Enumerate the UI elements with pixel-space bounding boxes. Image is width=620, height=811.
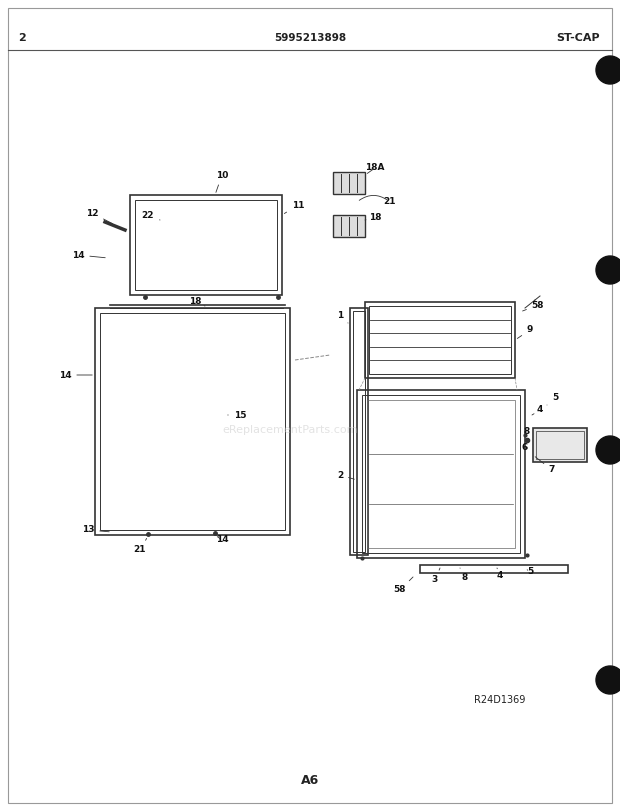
Text: 58: 58: [523, 301, 544, 311]
Text: A6: A6: [301, 774, 319, 787]
Bar: [533, 428, 587, 462]
Text: 2: 2: [18, 33, 26, 43]
Bar: [362, 395, 520, 553]
Text: eReplacementParts.com: eReplacementParts.com: [222, 425, 358, 435]
Text: 4: 4: [532, 406, 543, 415]
Bar: [100, 313, 285, 530]
Circle shape: [596, 666, 620, 694]
Bar: [369, 306, 511, 374]
Text: 5995213898: 5995213898: [274, 33, 346, 43]
Text: 14: 14: [59, 371, 92, 380]
Bar: [357, 390, 525, 558]
Bar: [353, 311, 365, 552]
Text: 5: 5: [527, 568, 533, 577]
Bar: [365, 302, 515, 378]
Text: 14: 14: [216, 535, 228, 544]
Text: 21: 21: [134, 539, 146, 555]
Text: 10: 10: [216, 170, 228, 192]
Bar: [536, 431, 584, 459]
Text: 13: 13: [82, 526, 109, 534]
Circle shape: [596, 56, 620, 84]
Text: 3: 3: [432, 568, 440, 585]
Text: 8: 8: [524, 427, 530, 436]
Text: 15: 15: [228, 410, 246, 419]
Text: 1: 1: [337, 311, 348, 323]
Text: ST-CAP: ST-CAP: [556, 33, 600, 43]
Circle shape: [596, 436, 620, 464]
Text: 22: 22: [142, 211, 160, 220]
Bar: [350, 308, 368, 555]
Text: 8: 8: [460, 568, 468, 582]
Text: 14: 14: [72, 251, 105, 260]
Bar: [420, 565, 568, 573]
Text: R24D1369: R24D1369: [474, 695, 526, 705]
Text: 7: 7: [535, 457, 555, 474]
Text: 11: 11: [285, 200, 304, 213]
Bar: [135, 200, 277, 290]
Text: 4: 4: [497, 568, 503, 581]
Text: 6: 6: [522, 444, 528, 453]
Bar: [367, 400, 515, 548]
Bar: [333, 215, 365, 237]
Text: 2: 2: [337, 470, 355, 479]
Bar: [95, 308, 290, 535]
Bar: [130, 195, 282, 295]
Bar: [333, 172, 365, 194]
Circle shape: [596, 256, 620, 284]
Text: 18: 18: [188, 298, 205, 307]
Text: 58: 58: [394, 577, 413, 594]
Text: 18: 18: [365, 213, 381, 222]
Text: 18A: 18A: [365, 164, 385, 174]
Text: 9: 9: [517, 325, 533, 338]
Text: 5: 5: [547, 393, 558, 405]
Text: 21: 21: [384, 198, 396, 207]
Text: 12: 12: [86, 208, 113, 224]
